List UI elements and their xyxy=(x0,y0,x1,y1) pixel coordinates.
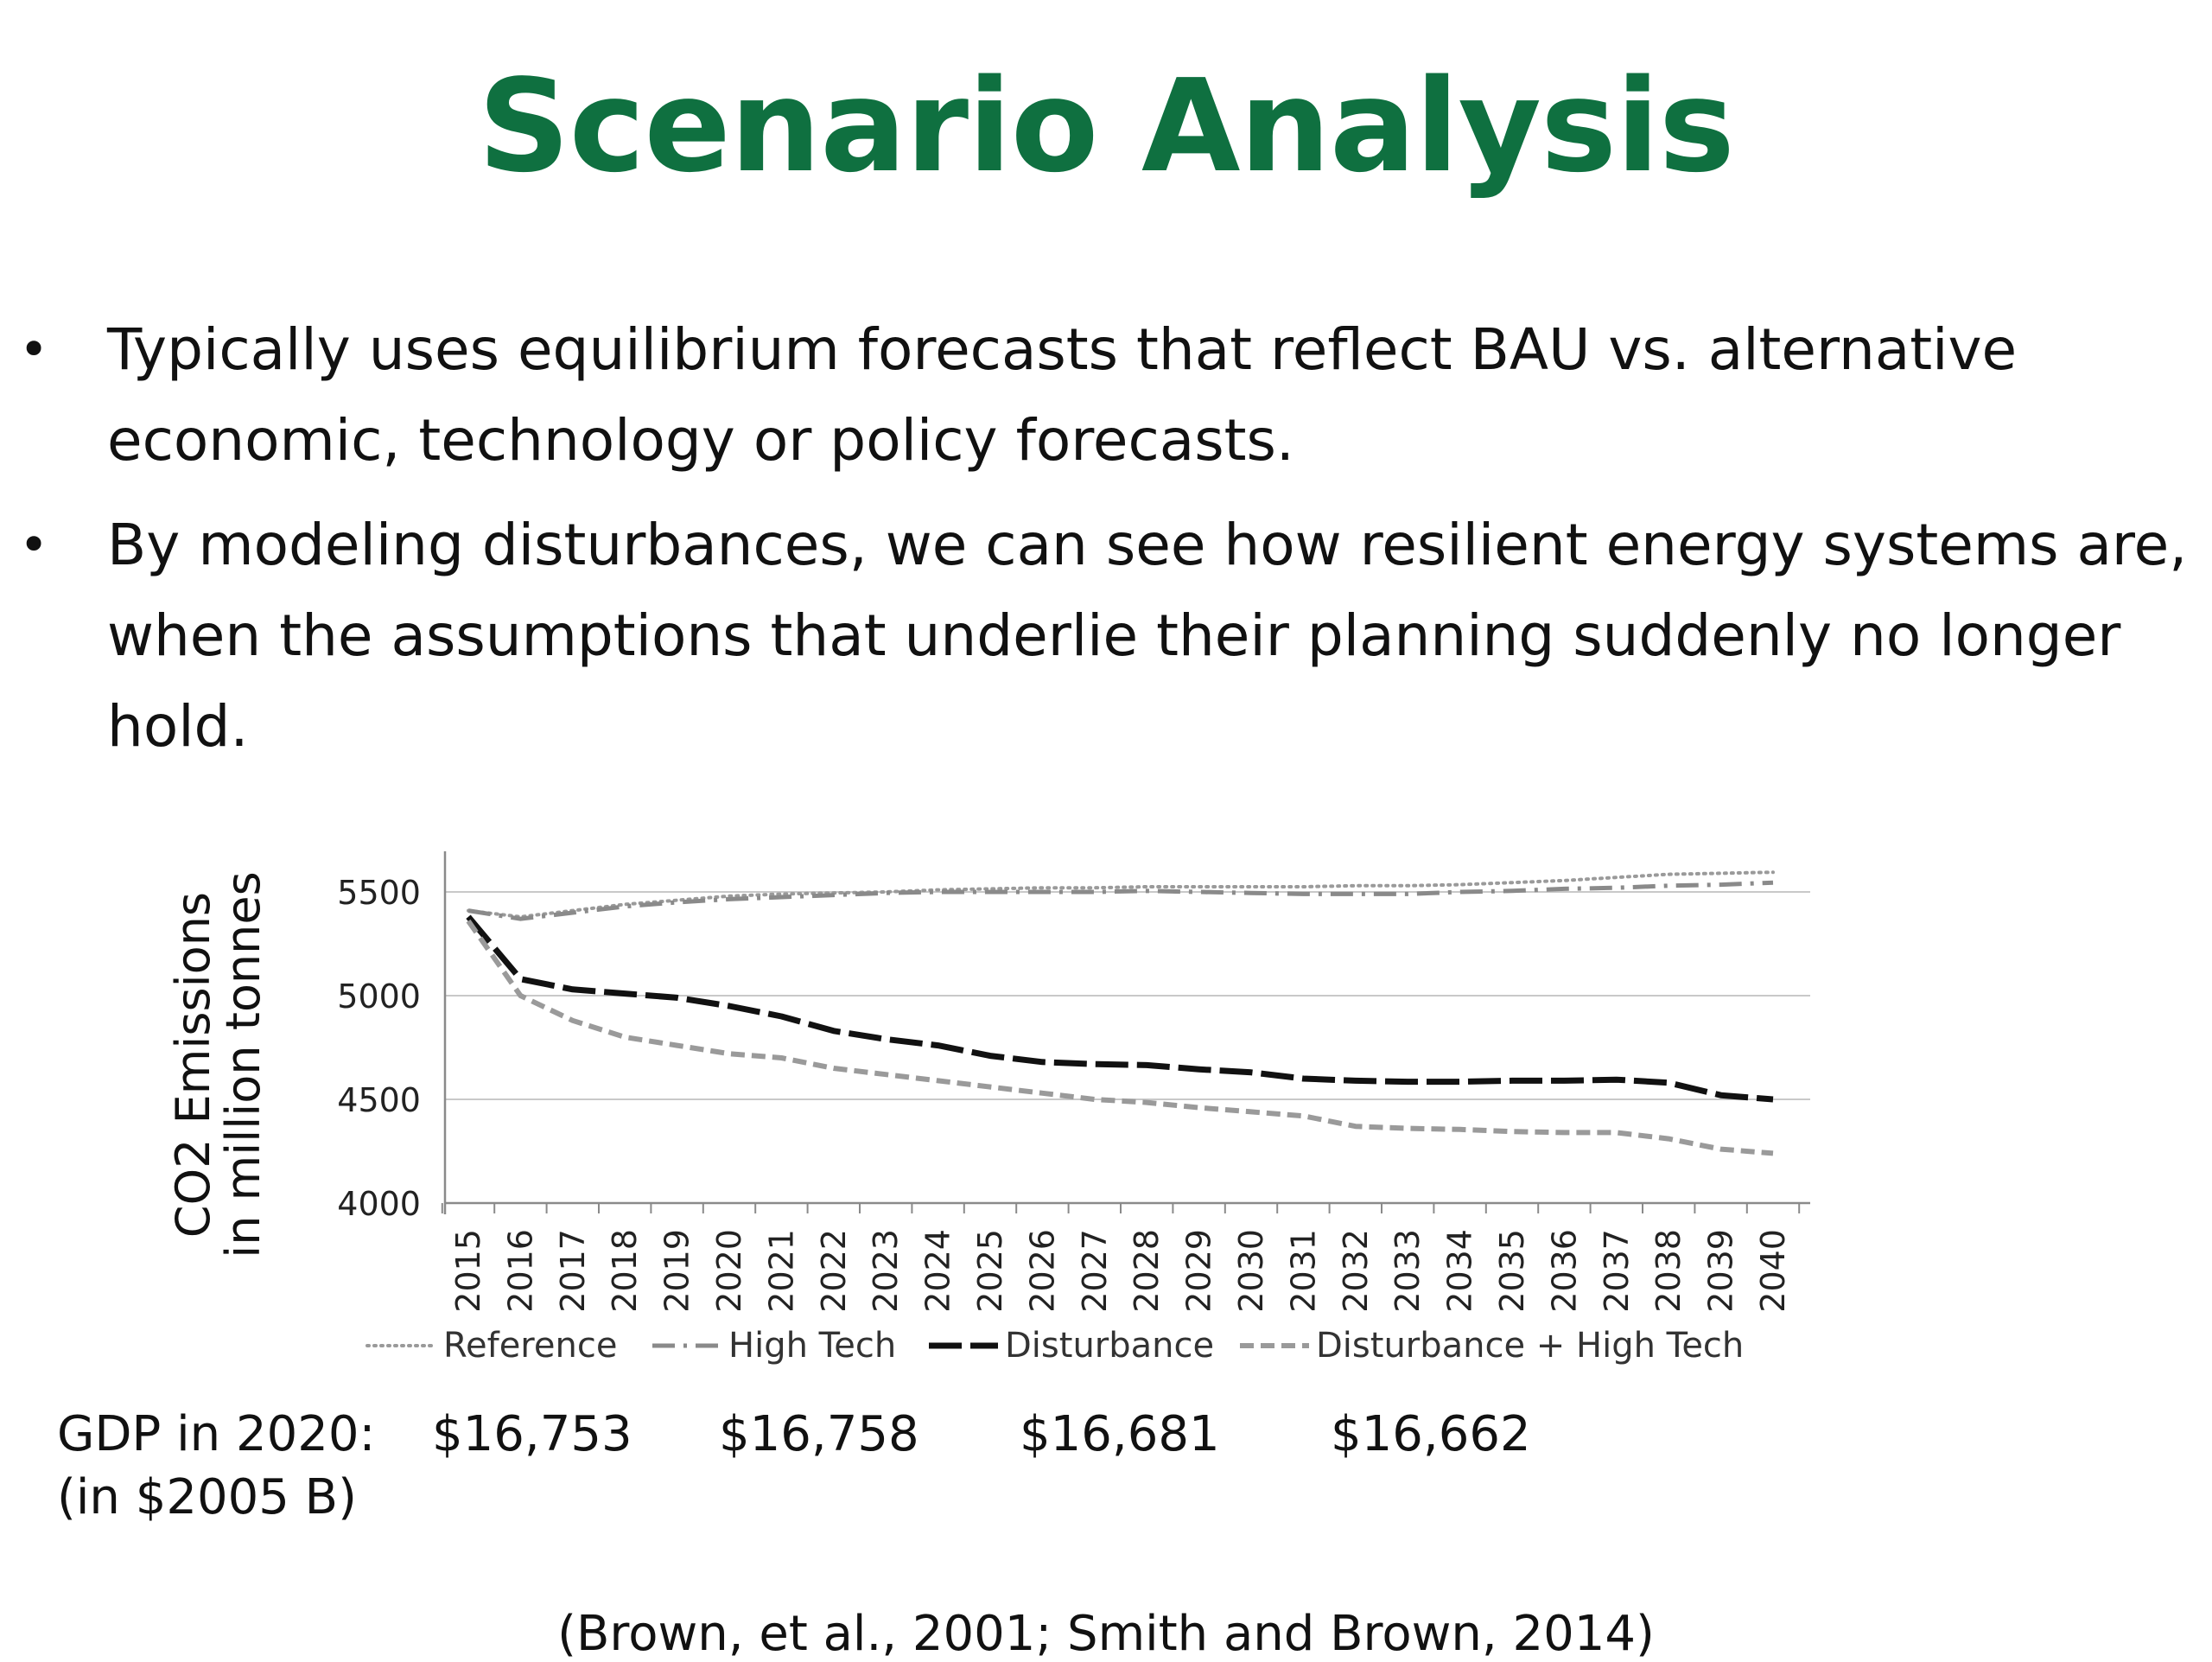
x-tick-label: 2021 xyxy=(762,1229,800,1313)
chart-axes xyxy=(441,851,1810,1214)
x-tick-label: 2031 xyxy=(1284,1229,1322,1313)
series-line-reference xyxy=(467,870,1775,919)
series-line-disturbance-high-tech xyxy=(466,919,1774,1156)
gdp-value-disturbance: $16,681 xyxy=(1020,1406,1220,1462)
x-tick-label: 2020 xyxy=(710,1229,748,1313)
y-tick-label: 4500 xyxy=(337,1081,421,1119)
x-tick-label: 2016 xyxy=(501,1229,539,1313)
bullet-text: Typically uses equilibrium forecasts tha… xyxy=(107,316,2018,474)
x-tick-label: 2019 xyxy=(658,1229,696,1313)
x-tick-label: 2035 xyxy=(1493,1229,1531,1313)
legend-label: Disturbance + High Tech xyxy=(1316,1326,1744,1366)
x-tick-label: 2034 xyxy=(1441,1229,1479,1313)
gdp-label-line1: GDP in 2020: xyxy=(57,1406,376,1462)
x-tick-label: 2017 xyxy=(554,1229,592,1313)
x-tick-label: 2025 xyxy=(971,1229,1009,1313)
gdp-label-line2: (in $2005 B) xyxy=(57,1469,357,1525)
series-line-high-tech xyxy=(467,880,1774,921)
bullet-text: By modeling disturbances, we can see how… xyxy=(107,512,2188,760)
x-tick-label: 2038 xyxy=(1649,1229,1688,1313)
x-tick-label: 2024 xyxy=(919,1229,957,1313)
x-tick-label: 2037 xyxy=(1598,1229,1636,1313)
x-tick-label: 2022 xyxy=(815,1229,853,1313)
x-tick-label: 2029 xyxy=(1180,1229,1218,1313)
chart-labels: 4000 4500 5000 5500 2015 2016 2017 2018 2019 2020… xyxy=(166,871,1792,1312)
gdp-label: GDP in 2020: (in $2005 B) xyxy=(57,1406,375,1525)
chart-legend: Reference High Tech Disturbance Disturbance… xyxy=(365,1326,1744,1366)
legend-label: Disturbance xyxy=(1005,1326,1214,1366)
y-axis-label-line2: in million tonnes xyxy=(216,871,270,1258)
chart-series xyxy=(466,870,1775,1156)
emissions-line-chart: 4000 4500 5000 5500 2015 2016 2017 2018 2019 2020… xyxy=(166,851,1810,1366)
bullet-icon: • xyxy=(19,515,49,574)
x-tick-label: 2030 xyxy=(1232,1229,1270,1313)
legend-label: Reference xyxy=(443,1326,617,1366)
gdp-value-reference: $16,753 xyxy=(432,1406,632,1462)
y-tick-label: 5500 xyxy=(337,874,421,912)
x-tick-label: 2018 xyxy=(606,1229,644,1313)
x-tick-label: 2028 xyxy=(1128,1229,1166,1313)
gdp-value-high-tech: $16,758 xyxy=(719,1406,919,1462)
x-tick-label: 2026 xyxy=(1023,1229,1061,1313)
gdp-value-disturbance-high-tech: $16,662 xyxy=(1331,1406,1531,1462)
x-tick-label: 2023 xyxy=(867,1229,905,1313)
y-axis-label-line1: CO2 Emissions xyxy=(166,892,220,1238)
x-tick-label: 2039 xyxy=(1702,1229,1740,1313)
x-tick-label: 2033 xyxy=(1389,1229,1427,1313)
citation: (Brown, et al., 2001; Smith and Brown, 2… xyxy=(557,1606,1655,1662)
bullet-icon: • xyxy=(19,320,49,379)
bullet-item: • Typically uses equilibrium forecasts t… xyxy=(19,304,2196,486)
x-tick-label: 2015 xyxy=(449,1229,487,1313)
x-tick-label: 2032 xyxy=(1337,1229,1375,1313)
x-tick-label: 2036 xyxy=(1545,1229,1583,1313)
bullet-item: • By modeling disturbances, we can see h… xyxy=(19,500,2196,772)
x-tick-label: 2027 xyxy=(1076,1229,1114,1313)
bullet-list: • Typically uses equilibrium forecasts t… xyxy=(19,304,2196,786)
series-line-disturbance xyxy=(466,914,1774,1103)
y-tick-label: 5000 xyxy=(337,977,421,1016)
slide-title: Scenario Analysis xyxy=(478,52,1735,201)
x-tick-label: 2040 xyxy=(1754,1229,1792,1313)
y-tick-label: 4000 xyxy=(337,1185,421,1223)
legend-label: High Tech xyxy=(728,1326,896,1366)
